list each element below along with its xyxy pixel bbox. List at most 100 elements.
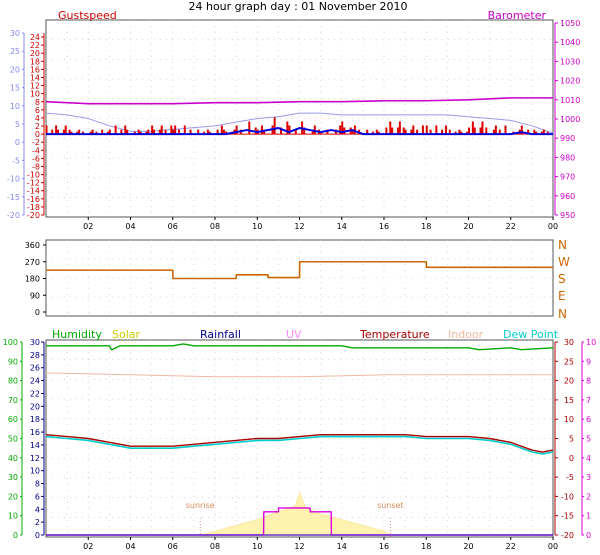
left-tick-label: 10 [30, 90, 40, 99]
rainfall-tick-label: 28 [30, 351, 40, 360]
rainfall-tick-label: 16 [30, 428, 40, 437]
bottom-x-tick-label: 10 [252, 542, 262, 551]
temperature-tick-label: -20 [561, 531, 574, 540]
left-tick-label: -18 [27, 203, 40, 212]
outer-left-tick-label: -10 [7, 175, 20, 184]
left-tick-label: 12 [30, 82, 40, 91]
humidity-tick-label: 70 [8, 396, 18, 405]
left-tick-label: -10 [27, 171, 40, 180]
solar-area [200, 491, 392, 536]
indoor-line [45, 372, 553, 378]
bottom-x-tick-label: 16 [379, 542, 389, 551]
outer-left-tick-label: -20 [7, 211, 20, 220]
bottom-x-tick-label: 00 [548, 542, 558, 551]
bottom-x-tick-label: 02 [83, 542, 93, 551]
left-tick-label: -8 [32, 162, 40, 171]
header-indoor: Indoor [448, 328, 484, 341]
uv-tick-label: 0 [586, 531, 591, 540]
humidity-tick-label: 80 [8, 377, 18, 386]
outer-left-tick-label: -5 [12, 156, 20, 165]
left-tick-label: 6 [35, 106, 40, 115]
humidity-tick-label: 30 [8, 473, 18, 482]
rainfall-tick-label: 24 [30, 377, 40, 386]
rainfall-tick-label: 20 [30, 402, 40, 411]
humidity-line [46, 343, 554, 351]
temperature-tick-label: 30 [564, 338, 574, 347]
wind-left-tick-label: 180 [25, 275, 40, 284]
right-tick-label: 1000 [560, 115, 580, 124]
top-x-tick-label: 00 [548, 222, 558, 231]
temperature-tick-label: 10 [564, 415, 574, 424]
top-x-tick-label: 08 [210, 222, 220, 231]
bottom-x-tick-label: 04 [125, 542, 135, 551]
wind-direction-label: W [558, 255, 570, 269]
humidity-tick-label: 60 [8, 415, 18, 424]
left-tick-label: 14 [30, 73, 40, 82]
rainfall-tick-label: 12 [30, 454, 40, 463]
top-x-tick-label: 06 [168, 222, 178, 231]
humidity-tick-label: 40 [8, 454, 18, 463]
wind-direction-label: S [558, 272, 566, 286]
left-tick-label: 24 [30, 33, 40, 42]
bottom-panel: Humidity Solar Rainfall UV Temperature Indoor… [3, 328, 596, 551]
left-tick-label: 2 [35, 122, 40, 131]
bottom-x-tick-label: 18 [421, 542, 431, 551]
wind-direction-line [46, 260, 553, 280]
rainfall-tick-label: 0 [35, 531, 40, 540]
left-tick-label: -14 [27, 187, 40, 196]
bottom-x-tick-label: 12 [294, 542, 304, 551]
annotation-sunset: sunset [377, 501, 404, 510]
bottom-x-tick-label: 06 [168, 542, 178, 551]
temperature-tick-label: -15 [561, 512, 574, 521]
uv-tick-label: 4 [586, 454, 591, 463]
uv-tick-label: 8 [586, 377, 591, 386]
top-x-tick-label: 16 [379, 222, 389, 231]
right-tick-label: 960 [560, 192, 575, 201]
right-tick-label: 1040 [560, 38, 580, 47]
rainfall-tick-label: 26 [30, 364, 40, 373]
outer-left-tick-label: 25 [10, 47, 20, 56]
outer-series-line [45, 112, 554, 134]
left-tick-label: 18 [30, 57, 40, 66]
wind-left-tick-label: 360 [25, 241, 40, 250]
bottom-x-tick-label: 20 [463, 542, 473, 551]
right-tick-label: 990 [560, 134, 575, 143]
outer-left-tick-label: 15 [10, 84, 20, 93]
wind-direction-label: N [558, 307, 567, 321]
header-rainfall: Rainfall [200, 328, 241, 341]
header-temperature: Temperature [359, 328, 430, 341]
temperature-tick-label: 15 [564, 396, 574, 405]
humidity-tick-label: 100 [3, 338, 18, 347]
wind-left-tick-label: 270 [25, 258, 40, 267]
left-tick-label: 4 [35, 114, 40, 123]
barometer-line [45, 97, 553, 105]
right-tick-label: 1020 [560, 77, 580, 86]
left-tick-label: -16 [27, 195, 40, 204]
bottom-x-tick-label: 08 [210, 542, 220, 551]
left-tick-label: -20 [27, 211, 40, 220]
uv-tick-label: 7 [586, 396, 591, 405]
header-humidity: Humidity [52, 328, 102, 341]
uv-tick-label: 10 [586, 338, 596, 347]
uv-tick-label: 6 [586, 415, 591, 424]
right-tick-label: 980 [560, 153, 575, 162]
left-tick-label: 16 [30, 65, 40, 74]
top-panel: Gustspeed Barometer-20-15-10-505101520253… [7, 9, 580, 231]
left-tick-label: -6 [32, 154, 40, 163]
rainfall-tick-label: 8 [35, 480, 40, 489]
left-tick-label: -12 [27, 179, 40, 188]
outer-left-tick-label: -15 [7, 193, 20, 202]
annotation-sunrise: sunrise [186, 501, 215, 510]
left-tick-label: -2 [32, 138, 40, 147]
temperature-tick-label: 0 [569, 454, 574, 463]
top-x-tick-label: 18 [421, 222, 431, 231]
right-tick-label: 1050 [560, 19, 580, 28]
outer-left-tick-label: 0 [15, 138, 20, 147]
rainfall-tick-label: 2 [35, 518, 40, 527]
left-tick-label: 8 [35, 98, 40, 107]
outer-left-tick-label: 30 [10, 29, 20, 38]
right-tick-label: 970 [560, 173, 575, 182]
gustspeed-line [45, 117, 553, 135]
right-tick-label: 1030 [560, 57, 580, 66]
uv-tick-label: 2 [586, 492, 591, 501]
